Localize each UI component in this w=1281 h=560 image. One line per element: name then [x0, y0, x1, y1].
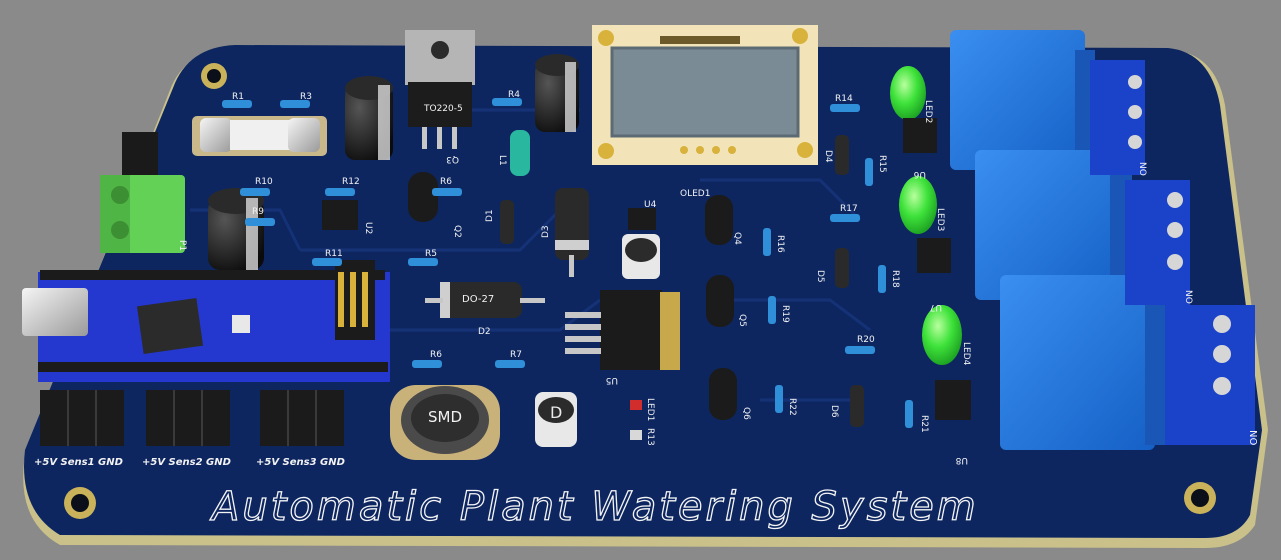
voltage-regulator: [405, 30, 475, 149]
label-u8: U8: [955, 455, 968, 465]
label-q4: Q4: [732, 232, 742, 245]
label-r22: R22: [787, 398, 797, 416]
label-d1: D1: [485, 209, 495, 222]
label-q5: Q5: [737, 314, 747, 327]
oled-display: [592, 25, 818, 165]
resistor-r13-smd: [630, 430, 642, 440]
label-r12: R12: [342, 177, 360, 187]
label-oled1: OLED1: [680, 189, 710, 199]
label-no-3: NO: [1247, 430, 1258, 445]
label-r6: R6: [430, 350, 442, 360]
electrolytic-capacitor: [535, 54, 579, 132]
inductor-label: SMD: [428, 408, 462, 426]
label-led3: LED3: [935, 208, 945, 231]
label-d2: D2: [478, 327, 491, 337]
ic-u2: [322, 200, 358, 230]
optocoupler-u7: [917, 238, 951, 273]
transistor: [408, 172, 737, 420]
label-r7: R7: [510, 350, 522, 360]
led-green-2: [890, 66, 926, 120]
label-led2: LED2: [923, 100, 933, 123]
label-r10: R10: [255, 177, 273, 187]
label-q2: Q2: [452, 225, 462, 238]
label-r19: R19: [780, 305, 790, 323]
led-red-led1: [630, 400, 642, 410]
label-no-2: NO: [1183, 290, 1193, 304]
label-no-1: NO: [1137, 162, 1147, 176]
label-r11: R11: [325, 249, 343, 259]
led-green-4: [922, 305, 962, 365]
sens1-label: +5V Sens1 GND: [34, 457, 123, 468]
optocoupler-u6: [903, 118, 937, 153]
label-p1: P1: [177, 240, 187, 251]
output-terminal-2: [1125, 180, 1190, 305]
smd-inductor: [390, 385, 500, 460]
sensor-header-1: [40, 390, 124, 446]
label-r4: R4: [508, 90, 520, 100]
small-diodes: [500, 135, 864, 427]
power-ic-u5: [565, 290, 680, 370]
label-r3: R3: [300, 92, 312, 102]
arduino-nano: [22, 260, 390, 382]
diode-d2: [425, 282, 545, 318]
label-u4: U4: [644, 200, 657, 210]
label-r5: R5: [425, 249, 437, 259]
label-r13: R13: [645, 428, 655, 446]
resistor-array: [222, 98, 913, 428]
label-led4: LED4: [961, 342, 971, 366]
label-r21: R21: [919, 415, 929, 433]
fuse: [192, 116, 327, 156]
inductor-l1: [510, 130, 530, 176]
cap-smd-label: D: [550, 403, 562, 422]
label-r14: R14: [835, 94, 853, 104]
board-title: Automatic Plant Watering System: [209, 484, 979, 530]
diode-d2-package: DO-27: [462, 294, 494, 305]
label-led1: LED1: [645, 398, 655, 421]
label-d4: D4: [823, 150, 833, 163]
label-l1: L1: [497, 155, 507, 166]
diode-d3: [555, 188, 589, 277]
label-r9: R9: [252, 207, 264, 217]
label-u5: U5: [606, 375, 618, 385]
label-u6: U6: [913, 169, 926, 179]
sens3-label: +5V Sens3 GND: [256, 457, 345, 468]
label-d5: D5: [815, 270, 825, 283]
electrolytic-capacitor: [208, 188, 264, 270]
label-r17: R17: [840, 204, 858, 214]
label-d3: D3: [541, 225, 551, 238]
mounting-hole: [64, 487, 96, 519]
relay-1: [950, 30, 1095, 170]
sensor-header-3: [260, 390, 344, 446]
optocoupler-u8: [935, 380, 971, 420]
led-green-3: [899, 176, 937, 234]
label-r18: R18: [890, 270, 900, 288]
label-q6: Q6: [741, 407, 751, 420]
label-u2: U2: [363, 222, 373, 234]
regulator-package-label: TO220-5: [423, 104, 463, 114]
sens2-label: +5V Sens2 GND: [142, 457, 231, 468]
label-r1: R1: [232, 92, 244, 102]
label-r16: R16: [775, 235, 785, 253]
label-r20: R20: [857, 335, 875, 345]
output-terminal-1: [1090, 60, 1145, 175]
label-q3: Q3: [446, 154, 459, 164]
ic-u4: [628, 208, 656, 230]
terminal-block-p1: [100, 132, 185, 253]
label-u7: U7: [930, 302, 942, 312]
electrolytic-capacitor: [345, 76, 393, 160]
output-terminal-3: [1165, 305, 1255, 445]
label-r15: R15: [877, 155, 887, 173]
smd-capacitor: [535, 392, 577, 447]
label-r8: R6: [440, 177, 452, 187]
smd-capacitor: [622, 234, 660, 279]
mounting-hole: [201, 63, 227, 89]
mounting-hole: [1184, 482, 1216, 514]
sensor-header-2: [146, 390, 230, 446]
label-d6: D6: [829, 405, 839, 418]
